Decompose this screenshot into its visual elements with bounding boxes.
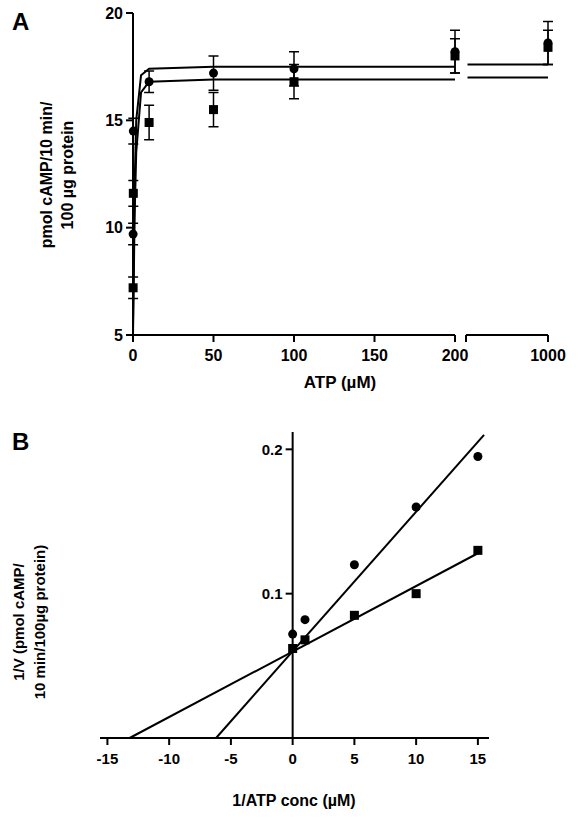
fit-line (216, 435, 484, 738)
error-bar (144, 105, 154, 139)
x-tick-label: -5 (224, 750, 237, 767)
y-tick-label: 0.2 (262, 441, 283, 458)
marker-square (412, 589, 421, 598)
y-axis-label: 100 µg protein (59, 121, 76, 230)
x-tick-label: 200 (442, 347, 469, 364)
y-axis (292, 432, 294, 738)
error-bar (128, 180, 138, 206)
x-tick (547, 335, 549, 342)
x-tick (292, 738, 294, 745)
x-tick-label: 10 (408, 750, 425, 767)
y-tick (126, 119, 133, 121)
figure: A05010015020010005101520ATP (µM)pmol cAM… (0, 0, 578, 833)
panel: B -15 -10 -5 0 5 10 15 0.1 0.2 1/ATP conc (µM) 1/V … (10, 428, 489, 809)
y-axis-label: 1/V (pmol cAMP/ (10, 562, 27, 680)
error-bar (543, 22, 553, 65)
x-tick-label: 50 (205, 347, 223, 364)
axis-break (465, 335, 467, 342)
x-tick (454, 335, 456, 342)
y-tick (126, 12, 133, 14)
marker-circle (209, 69, 218, 78)
marker-square (544, 43, 553, 52)
x-axis (100, 737, 489, 739)
panel: A 0 50 100 150 200 1000 5 10 15 20 ATP (µM) pmol cAM… (12, 5, 566, 392)
y-axis-label: 10 min/100µg protein) (31, 545, 48, 700)
x-tick-label: 0 (288, 750, 296, 767)
fit-line (468, 76, 549, 78)
x-tick (477, 738, 479, 745)
plot-area (130, 435, 484, 738)
marker-square (451, 51, 460, 60)
error-bar (543, 30, 553, 64)
marker-circle (473, 452, 482, 461)
x-tick (374, 335, 376, 342)
marker-square (145, 118, 154, 127)
fit-line (130, 553, 478, 738)
plot-area (128, 22, 553, 335)
marker-square (290, 77, 299, 86)
error-bar (209, 56, 219, 90)
x-tick-label: 100 (281, 347, 308, 364)
y-tick (286, 593, 293, 595)
marker-circle (350, 560, 359, 569)
marker-circle (300, 615, 309, 624)
x-axis-label: 1/ATP conc (µM) (232, 792, 355, 809)
fit-line (133, 67, 455, 325)
x-tick-label: -15 (97, 750, 119, 767)
y-tick-label: 5 (114, 327, 123, 344)
y-axis-label: pmol cAMP/10 min/ (38, 101, 55, 248)
x-tick-label: 15 (470, 750, 487, 767)
marker-square (129, 189, 138, 198)
x-axis-label: ATP (µM) (304, 373, 376, 392)
x-tick-label: 0 (129, 347, 138, 364)
y-tick-label: 0.1 (262, 585, 283, 602)
x-tick (353, 738, 355, 745)
marker-square (209, 105, 218, 114)
x-tick (293, 335, 295, 342)
x-tick (132, 335, 134, 342)
x-tick (168, 738, 170, 745)
x-tick (230, 738, 232, 745)
error-bar (289, 65, 299, 99)
error-bar (450, 39, 460, 73)
error-bar (209, 92, 219, 126)
y-tick (126, 227, 133, 229)
y-tick (126, 334, 133, 336)
y-tick-label: 15 (105, 112, 123, 129)
x-tick-label: 5 (350, 750, 358, 767)
x-tick (106, 738, 108, 745)
fit-line (468, 64, 549, 66)
x-tick-label: 1000 (530, 347, 566, 364)
panel-label: A (12, 8, 29, 35)
x-tick-label: 150 (361, 347, 388, 364)
panel-label: B (12, 428, 29, 455)
marker-circle (288, 630, 297, 639)
fit-line (133, 80, 455, 335)
x-tick (213, 335, 215, 342)
y-tick-label: 10 (105, 219, 123, 236)
y-tick (286, 448, 293, 450)
x-tick (415, 738, 417, 745)
x-tick-label: -10 (158, 750, 180, 767)
x-axis (466, 334, 548, 336)
y-tick-label: 20 (105, 5, 123, 22)
